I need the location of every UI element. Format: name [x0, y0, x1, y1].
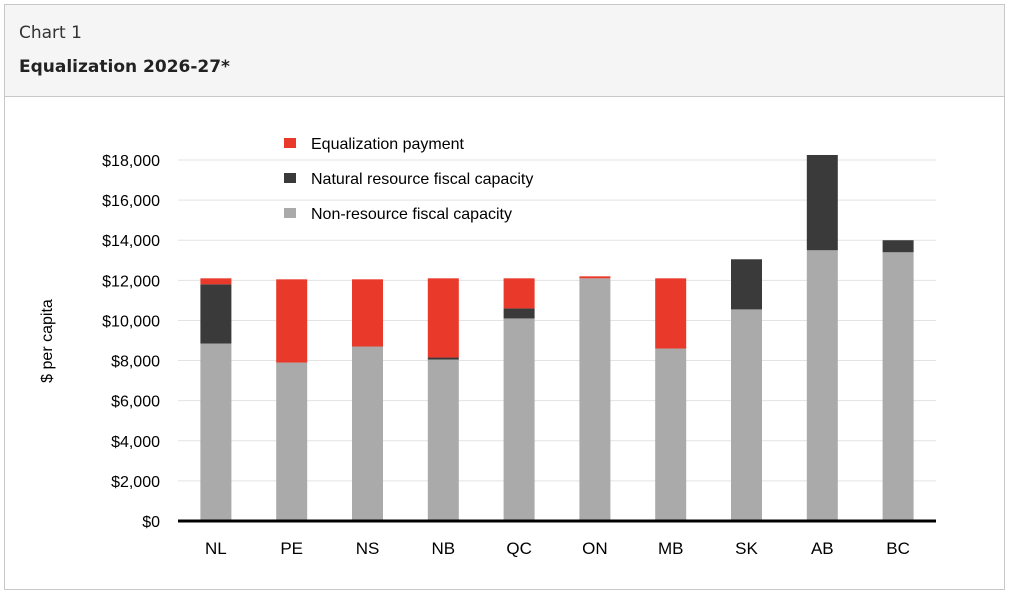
- y-tick-label: $4,000: [111, 434, 160, 451]
- x-tick-label: PE: [280, 539, 303, 558]
- x-tick-label: NB: [431, 539, 455, 558]
- bar-segment: [655, 348, 687, 521]
- bar-segment: [731, 309, 762, 521]
- bar-segment: [427, 359, 459, 521]
- bar-segment: [200, 284, 232, 344]
- y-tick-label: $8,000: [111, 354, 160, 371]
- bar-segment: [503, 318, 535, 521]
- legend-label: Non-resource fiscal capacity: [311, 206, 512, 223]
- y-tick-label: $6,000: [111, 394, 160, 411]
- bar-segment: [579, 276, 611, 279]
- bar-segment: [806, 250, 838, 521]
- y-tick-label: $14,000: [102, 233, 160, 250]
- bar-segment: [352, 279, 383, 347]
- chart-number: Chart 1: [19, 23, 82, 43]
- bar-segment: [655, 278, 687, 349]
- y-tick-label: $10,000: [102, 313, 160, 330]
- bar-segment: [882, 252, 914, 521]
- legend-swatch: [284, 208, 296, 218]
- bar-segment: [200, 343, 232, 521]
- x-tick-label: QC: [506, 539, 532, 558]
- bar-segment: [882, 240, 914, 253]
- y-tick-label: $2,000: [111, 474, 160, 491]
- x-tick-label: MB: [658, 539, 684, 558]
- bar-segment: [276, 362, 308, 521]
- y-tick-label: $12,000: [102, 273, 160, 290]
- y-tick-label: $0: [142, 514, 160, 531]
- bar-segment: [579, 278, 611, 521]
- bar-segment: [427, 278, 459, 358]
- legend-swatch: [284, 173, 296, 183]
- bar-segment: [806, 154, 838, 251]
- bar-segment: [503, 308, 535, 319]
- chart-title: Equalization 2026-27*: [19, 57, 230, 77]
- bar-segment: [503, 278, 535, 309]
- bar-segment: [427, 357, 459, 360]
- y-axis-label: $ per capita: [39, 299, 56, 383]
- bar-segment: [352, 346, 383, 521]
- x-tick-label: NS: [356, 539, 380, 558]
- x-tick-label: ON: [582, 539, 608, 558]
- x-tick-label: BC: [886, 539, 910, 558]
- bar-segment: [276, 279, 308, 363]
- bar-segment: [731, 259, 762, 310]
- x-tick-label: SK: [735, 539, 758, 558]
- y-tick-label: $18,000: [102, 153, 160, 170]
- legend-label: Natural resource fiscal capacity: [311, 171, 533, 188]
- legend-swatch: [284, 138, 296, 148]
- x-tick-label: AB: [811, 539, 834, 558]
- bar-segment: [200, 278, 232, 285]
- chart-header: Chart 1 Equalization 2026-27*: [5, 5, 1004, 97]
- x-tick-label: NL: [205, 539, 227, 558]
- legend-label: Equalization payment: [311, 136, 465, 153]
- y-tick-label: $16,000: [102, 193, 160, 210]
